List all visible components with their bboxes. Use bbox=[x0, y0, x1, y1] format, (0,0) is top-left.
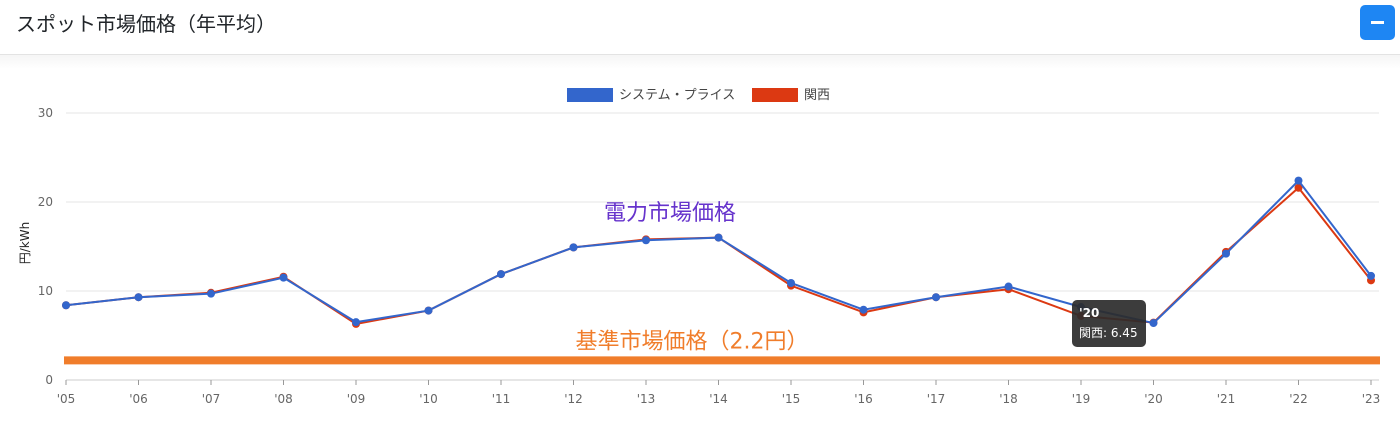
y-axis-label: 円/kWh bbox=[18, 222, 32, 264]
data-point-kansai bbox=[1294, 183, 1303, 192]
legend-label-system-price: システム・プライス bbox=[619, 88, 735, 103]
x-tick-label: '12 bbox=[564, 392, 583, 406]
y-tick-label: 30 bbox=[38, 106, 53, 120]
x-tick-label: '21 bbox=[1217, 392, 1236, 406]
legend: システム・プライス 関西 bbox=[567, 88, 830, 103]
x-tick-label: '23 bbox=[1362, 392, 1381, 406]
panel-header: スポット市場価格（年平均） bbox=[0, 0, 1400, 55]
data-point-system-price bbox=[1294, 176, 1303, 185]
reference-line-group: 基準市場価格（2.2円） bbox=[64, 329, 1380, 365]
page-title: スポット市場価格（年平均） bbox=[16, 12, 276, 36]
data-point-system-price bbox=[279, 273, 288, 282]
x-tick-label: '17 bbox=[927, 392, 946, 406]
x-tick-label: '08 bbox=[274, 392, 293, 406]
data-point-system-price bbox=[714, 233, 723, 242]
minus-icon bbox=[1371, 21, 1384, 24]
grid-lines bbox=[66, 112, 1379, 381]
y-tick-label: 20 bbox=[38, 195, 53, 209]
data-point-system-price bbox=[1222, 249, 1230, 258]
legend-swatch-kansai bbox=[752, 88, 798, 102]
data-point-system-price bbox=[207, 289, 215, 298]
tooltip-label: 関西: 6.45 bbox=[1079, 326, 1138, 340]
x-tick-label: '07 bbox=[202, 392, 221, 406]
x-tick-label: '05 bbox=[57, 392, 76, 406]
chart-annotation: 電力市場価格 bbox=[604, 201, 736, 226]
reference-line-label: 基準市場価格（2.2円） bbox=[576, 329, 809, 354]
x-tick-labels: '05 '06 '07 '08 '09 '10 '11 '12 '13 '14 '15 '16 '17 '… bbox=[57, 380, 1381, 406]
data-point-system-price bbox=[932, 293, 940, 302]
tooltip-title: '20 bbox=[1079, 306, 1099, 320]
data-point-system-price bbox=[352, 318, 360, 327]
x-tick-label: '22 bbox=[1289, 392, 1308, 406]
tooltip: '20 関西: 6.45 bbox=[1072, 300, 1146, 347]
chart-panel: システム・プライス 関西 円/kWh 0 10 20 30 '05'06'07'08 '… bbox=[0, 55, 1400, 424]
legend-label-kansai: 関西 bbox=[804, 88, 830, 103]
x-tick-label: '19 bbox=[1072, 392, 1091, 406]
data-point-system-price bbox=[424, 306, 433, 315]
data-point-system-price bbox=[62, 301, 70, 310]
x-tick-label: '06 bbox=[129, 392, 148, 406]
data-point-system-price bbox=[134, 293, 143, 302]
tooltip-box bbox=[1072, 300, 1146, 347]
x-tick-label: '18 bbox=[999, 392, 1018, 406]
x-tick-label: '09 bbox=[347, 392, 366, 406]
data-point-system-price bbox=[642, 236, 650, 245]
data-point-system-price bbox=[787, 278, 795, 287]
data-point-system-price bbox=[497, 270, 505, 279]
series-group bbox=[62, 176, 1375, 328]
x-tick-label: '14 bbox=[709, 392, 728, 406]
x-tick-label: '10 bbox=[419, 392, 438, 406]
legend-swatch-system-price bbox=[567, 88, 613, 102]
data-point-system-price bbox=[859, 305, 868, 314]
x-tick-label: '20 bbox=[1144, 392, 1163, 406]
data-point-system-price bbox=[569, 243, 578, 252]
y-tick-label: 0 bbox=[45, 373, 53, 387]
data-point-system-price bbox=[1367, 271, 1375, 280]
data-point-system-price bbox=[1004, 282, 1013, 291]
x-tick-label: '11 bbox=[492, 392, 511, 406]
x-tick-label: '13 bbox=[637, 392, 656, 406]
x-tick-label: '15 bbox=[782, 392, 801, 406]
data-point-system-price bbox=[1149, 319, 1158, 328]
y-tick-label: 10 bbox=[38, 284, 53, 298]
y-tick-labels: 0 10 20 30 bbox=[38, 106, 53, 387]
collapse-button[interactable] bbox=[1360, 5, 1395, 40]
x-tick-label: '16 bbox=[854, 392, 873, 406]
